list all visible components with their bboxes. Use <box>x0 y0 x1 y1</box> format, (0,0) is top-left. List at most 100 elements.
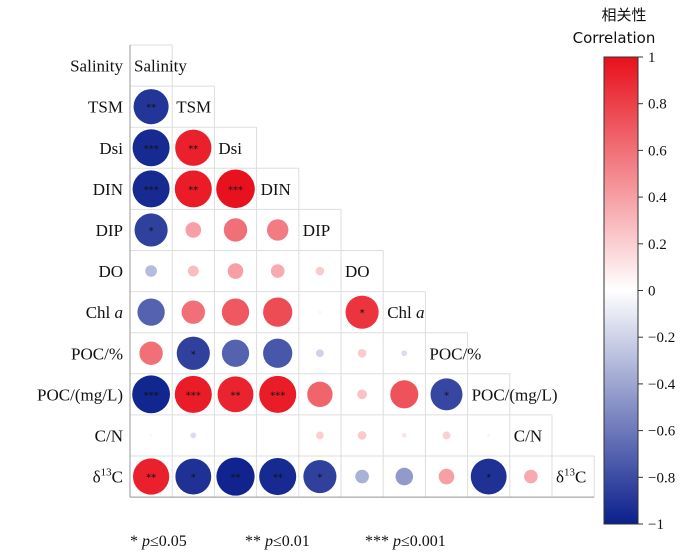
corr-circle-chla-salinity <box>137 298 165 326</box>
corr-circle-d13c-salinity <box>132 458 170 495</box>
corr-circle-d13c-poc_mgl <box>470 458 507 495</box>
corr-circle-do-dsi <box>227 263 244 279</box>
row-label-chla: Chl a <box>86 303 123 322</box>
colorbar-tick-label: 0.8 <box>648 97 667 113</box>
significance-legend: * p≤0.05 ** p≤0.01 *** p≤0.001 <box>130 533 446 550</box>
significance-stars: ** <box>188 185 198 196</box>
corr-circle-din-salinity <box>132 170 170 208</box>
diag-label-chla: Chl a <box>387 303 424 322</box>
row-label-tsm: TSM <box>88 98 123 117</box>
significance-stars: *** <box>144 144 159 155</box>
colorbar-title-cn: 相关性 <box>601 6 646 24</box>
row-label-dsi: Dsi <box>99 139 123 158</box>
diag-label-poc_mgl: POC/(mg/L) <box>472 385 558 404</box>
corr-circle-cn-salinity <box>149 433 153 437</box>
significance-stars: *** <box>228 185 243 196</box>
heatmap-cells: ***** ***** ** ********* *** ** *** *** * ** ** * * <box>132 89 538 496</box>
diag-label-dsi: Dsi <box>218 139 242 158</box>
significance-stars: * <box>360 308 365 319</box>
corr-circle-dip-dsi <box>223 218 248 242</box>
row-label-cn: C/N <box>95 426 123 445</box>
corr-circle-chla-do <box>345 295 379 329</box>
corr-circle-cn-do <box>357 431 367 440</box>
colorbar-tick-label: 0.2 <box>648 237 667 253</box>
corr-circle-do-salinity <box>145 265 157 277</box>
colorbar-ticks: 1 0.8 0.6 0.4 0.2 0 −0.2 −0.4 −0.6 −0.8 −1 <box>638 50 676 533</box>
corr-circle-cn-din <box>276 433 280 437</box>
significance-stars: ** <box>188 144 198 155</box>
row-label-d13c: δ13C <box>93 467 123 487</box>
corr-circle-poc_pct-do <box>357 348 367 358</box>
colorbar-tick-label: −1 <box>648 517 664 533</box>
significance-stars: * <box>149 226 154 237</box>
corr-circle-d13c-poc_pct <box>438 468 455 485</box>
corr-circle-d13c-dip <box>303 459 337 494</box>
corr-circle-poc_mgl-tsm <box>174 375 212 413</box>
corr-circle-d13c-chla <box>395 467 414 486</box>
significance-stars: ** <box>146 473 156 484</box>
corr-circle-d13c-do <box>355 469 369 484</box>
corr-circle-dip-din <box>266 219 289 241</box>
corr-circle-cn-chla <box>401 433 407 438</box>
colorbar-tick-label: −0.6 <box>648 424 676 440</box>
corr-circle-cn-poc_mgl <box>487 433 491 437</box>
significance-stars: * <box>444 390 449 401</box>
corr-circle-chla-dip <box>318 310 322 314</box>
corr-circle-din-tsm <box>174 170 212 208</box>
colorbar: 相关性 Correlation 1 0.8 0.6 0.4 0.2 0 −0.2 −0.4 −0… <box>573 6 676 533</box>
diag-label-din: DIN <box>261 180 291 199</box>
corr-circle-poc_pct-salinity <box>139 341 163 365</box>
row-label-poc_pct: POC/% <box>71 344 123 363</box>
significance-stars: ** <box>146 103 156 114</box>
significance-stars: * <box>191 473 196 484</box>
diag-label-cn: C/N <box>514 426 542 445</box>
corr-circle-poc_mgl-chla <box>390 380 419 409</box>
diag-label-dip: DIP <box>303 221 330 240</box>
diag-label-do: DO <box>345 262 370 281</box>
colorbar-tick-label: 0 <box>648 284 656 300</box>
corr-circle-poc_pct-dip <box>316 349 324 358</box>
corr-circle-do-din <box>270 264 285 278</box>
corr-circle-poc_pct-tsm <box>176 336 210 370</box>
significance-stars: *** <box>270 390 285 401</box>
heatmap-grid <box>129 44 595 498</box>
corr-circle-chla-din <box>263 297 293 327</box>
diag-label-tsm: TSM <box>176 98 211 117</box>
row-label-din: DIN <box>93 180 123 199</box>
row-label-poc_mgl: POC/(mg/L) <box>37 385 123 404</box>
corr-circle-din-dsi <box>216 169 255 209</box>
legend-item-1: * p≤0.05 <box>130 533 187 550</box>
row-label-salinity: Salinity <box>70 57 123 76</box>
corr-circle-d13c-tsm <box>175 458 212 495</box>
corr-circle-poc_pct-dsi <box>221 339 250 367</box>
significance-stars: * <box>317 473 322 484</box>
diag-label-salinity: Salinity <box>134 57 187 76</box>
corr-circle-cn-dsi <box>234 433 237 437</box>
corr-circle-poc_mgl-do <box>357 389 367 400</box>
corr-circle-poc_mgl-din <box>259 375 297 413</box>
colorbar-tick-label: 0.4 <box>648 190 667 206</box>
corr-circle-dip-salinity <box>134 213 168 247</box>
corr-circle-d13c-dsi <box>216 457 255 496</box>
legend-item-3: *** p≤0.001 <box>365 533 446 550</box>
diagonal-labels: Salinity TSM Dsi DIN DIP DO Chl a POC/% POC/(mg/… <box>134 57 586 487</box>
colorbar-tick-label: −0.2 <box>648 330 675 346</box>
colorbar-tick-label: 1 <box>648 50 656 66</box>
significance-stars: ** <box>231 473 241 484</box>
corr-circle-tsm-salinity <box>133 89 169 125</box>
corr-circle-poc_mgl-dsi <box>217 376 254 413</box>
corr-circle-do-dip <box>315 266 325 276</box>
diag-label-poc_pct: POC/% <box>429 344 481 363</box>
corr-circle-poc_mgl-poc_pct <box>430 378 463 411</box>
colorbar-title-en: Correlation <box>573 29 656 47</box>
corr-circle-dsi-tsm <box>175 129 212 166</box>
corr-circle-poc_mgl-dip <box>307 381 333 408</box>
significance-stars: *** <box>144 185 159 196</box>
corr-circle-cn-tsm <box>190 432 197 439</box>
significance-stars: * <box>486 473 491 484</box>
corr-circle-cn-dip <box>316 431 324 440</box>
row-label-dip: DIP <box>96 221 123 240</box>
significance-stars: *** <box>186 390 201 401</box>
corr-circle-dip-tsm <box>185 222 202 238</box>
